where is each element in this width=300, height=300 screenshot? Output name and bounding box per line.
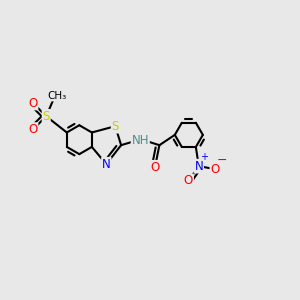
Text: +: + — [200, 152, 208, 162]
Text: N: N — [194, 160, 203, 173]
Text: O: O — [150, 161, 160, 174]
Text: S: S — [43, 110, 50, 123]
Text: S: S — [112, 120, 119, 133]
Text: −: − — [216, 154, 227, 167]
Text: CH₃: CH₃ — [47, 91, 67, 101]
Text: NH: NH — [131, 134, 149, 147]
Text: O: O — [184, 174, 193, 188]
Text: O: O — [28, 97, 38, 110]
Text: O: O — [210, 163, 220, 176]
Text: O: O — [28, 123, 38, 136]
Text: N: N — [102, 158, 111, 171]
